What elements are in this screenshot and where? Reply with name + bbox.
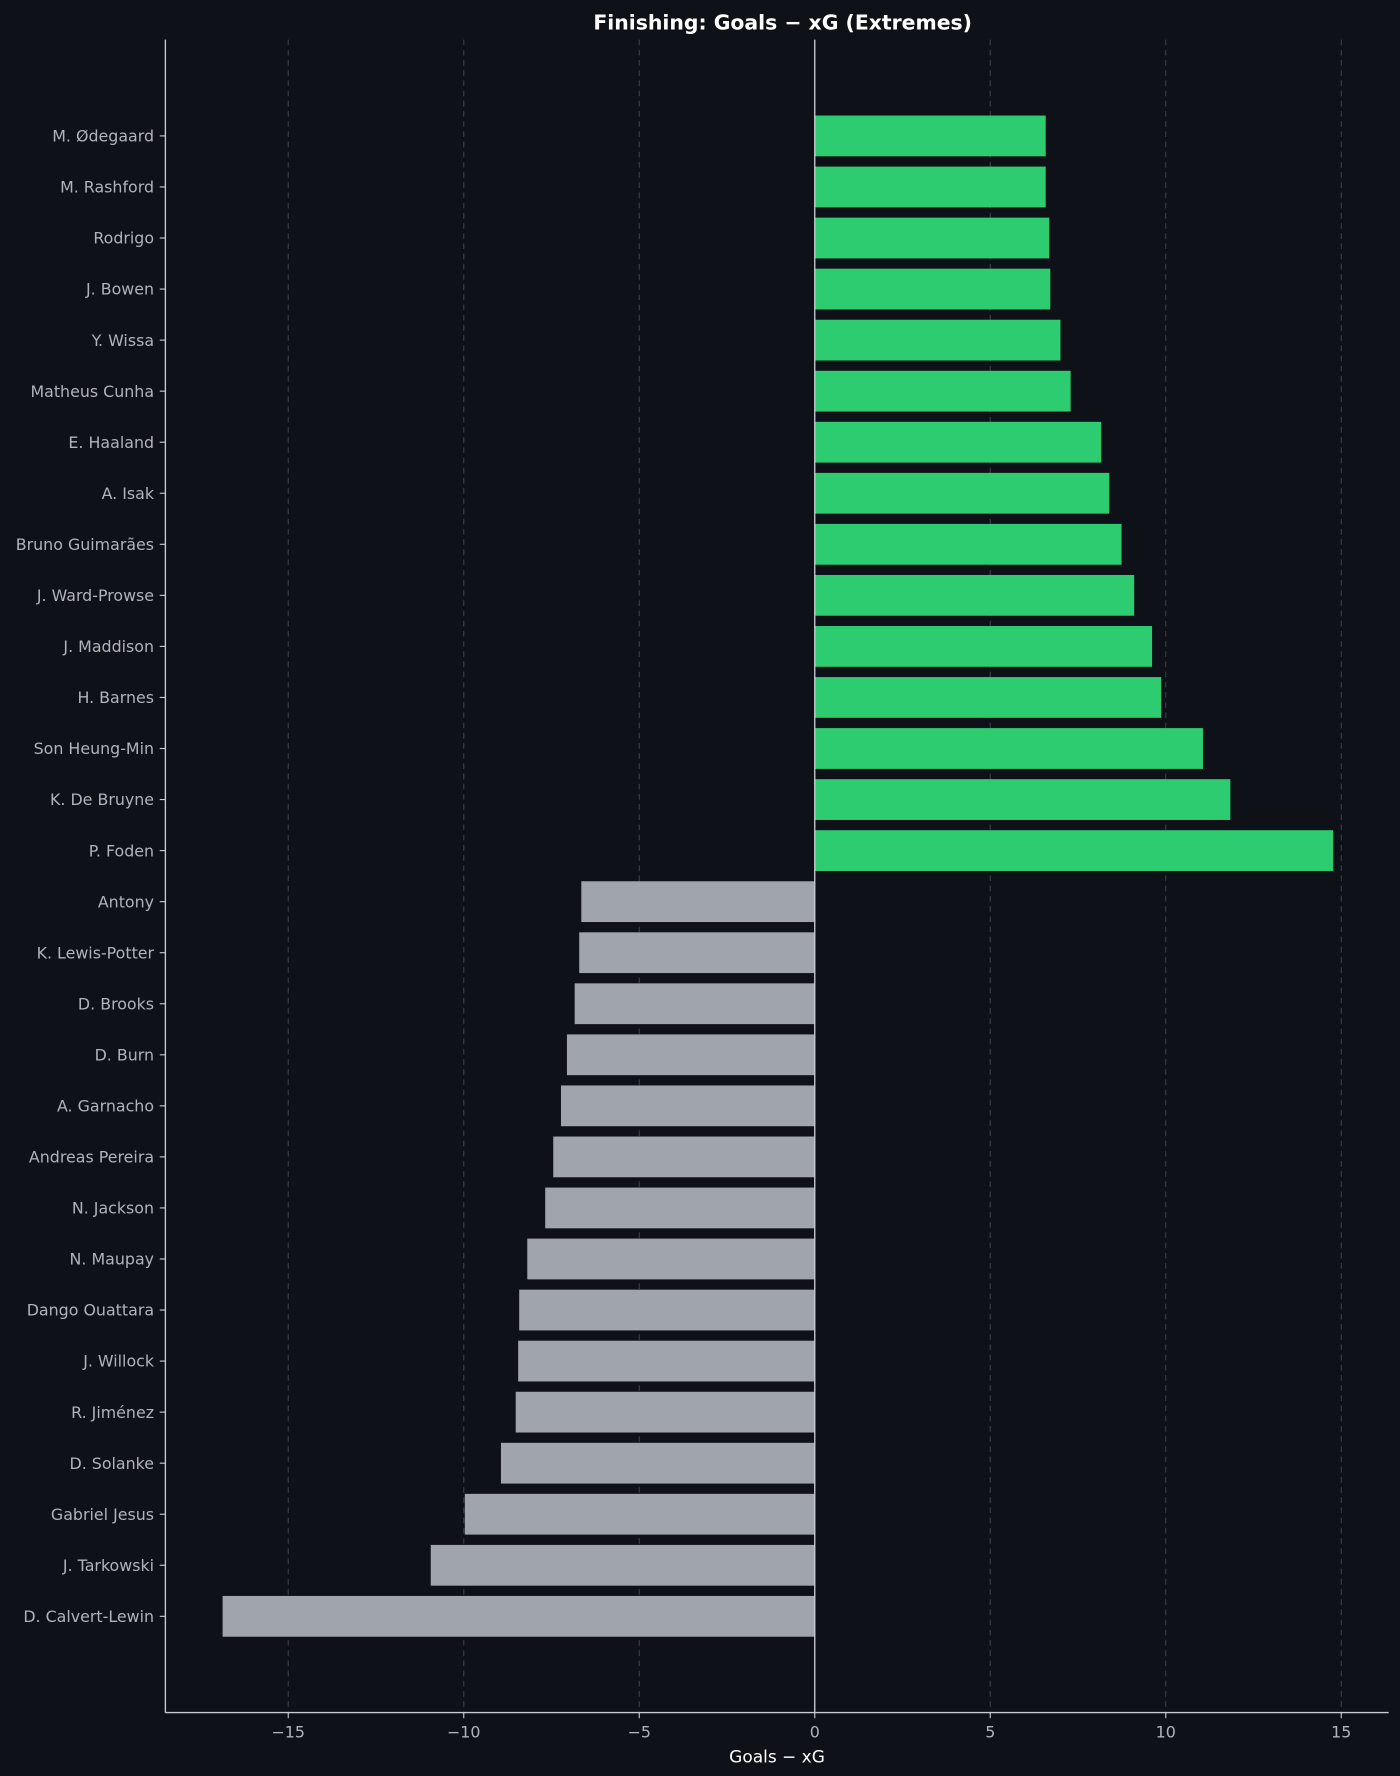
bar bbox=[814, 319, 1061, 361]
grid bbox=[287, 39, 1342, 1713]
bar bbox=[814, 268, 1051, 310]
x-tick-label: 15 bbox=[1331, 1722, 1351, 1741]
y-tick-label: P. Foden bbox=[89, 841, 154, 860]
y-tick-label: J. Willock bbox=[82, 1352, 155, 1371]
y-tick-label: A. Garnacho bbox=[57, 1097, 154, 1116]
y-tick-label: M. Rashford bbox=[60, 178, 154, 197]
y-tick-label: Antony bbox=[98, 892, 154, 911]
bar bbox=[464, 1493, 815, 1535]
bar bbox=[574, 983, 815, 1025]
y-tick-label: Bruno Guimarães bbox=[16, 535, 154, 554]
bar bbox=[814, 115, 1046, 157]
y-tick-label: N. Jackson bbox=[72, 1199, 154, 1218]
bar bbox=[814, 626, 1153, 667]
bar bbox=[430, 1544, 815, 1586]
y-tick-label: M. Ødegaard bbox=[52, 127, 154, 146]
y-tick-label: D. Burn bbox=[95, 1045, 154, 1064]
y-tick-label: J. Bowen bbox=[85, 280, 154, 299]
bar bbox=[545, 1187, 815, 1229]
y-tick-label: Gabriel Jesus bbox=[51, 1505, 154, 1524]
bar bbox=[814, 166, 1046, 208]
x-tick-label: −15 bbox=[272, 1722, 305, 1741]
bar bbox=[581, 881, 815, 923]
y-tick-labels: M. Ødegaard M. Rashford Rodrigo J. Bowen Y. … bbox=[16, 127, 166, 1626]
bar bbox=[515, 1391, 815, 1433]
bar bbox=[553, 1136, 815, 1178]
bar bbox=[814, 421, 1102, 463]
bar bbox=[814, 677, 1162, 718]
bar bbox=[518, 1340, 815, 1382]
y-tick-label: K. Lewis-Potter bbox=[37, 943, 155, 962]
bar bbox=[814, 370, 1071, 412]
bars bbox=[222, 115, 1334, 1637]
x-tick-label: 5 bbox=[985, 1722, 995, 1741]
y-tick-label: Son Heung-Min bbox=[34, 739, 154, 758]
y-tick-label: Rodrigo bbox=[93, 229, 154, 248]
y-tick-label: R. Jiménez bbox=[71, 1403, 154, 1422]
bar bbox=[814, 830, 1334, 871]
x-tick-labels: −15 −10 −5 0 5 10 15 bbox=[272, 1712, 1351, 1741]
y-tick-label: A. Isak bbox=[102, 484, 155, 503]
bar bbox=[566, 1034, 815, 1076]
bar bbox=[814, 779, 1231, 820]
y-tick-label: D. Calvert-Lewin bbox=[23, 1607, 154, 1626]
bar bbox=[814, 523, 1122, 565]
y-tick-label: K. De Bruyne bbox=[50, 790, 154, 809]
bar bbox=[814, 728, 1203, 769]
y-tick-label: D. Brooks bbox=[78, 994, 154, 1013]
y-tick-label: J. Ward-Prowse bbox=[36, 586, 154, 605]
y-tick-label: Andreas Pereira bbox=[29, 1148, 154, 1167]
bar bbox=[814, 472, 1110, 514]
y-tick-label: Y. Wissa bbox=[91, 331, 154, 350]
x-tick-label: −10 bbox=[447, 1722, 480, 1741]
bar bbox=[560, 1085, 815, 1127]
bar bbox=[519, 1289, 815, 1331]
x-axis-label: Goals − xG bbox=[729, 1747, 825, 1767]
y-tick-label: D. Solanke bbox=[70, 1454, 155, 1473]
y-tick-label: N. Maupay bbox=[70, 1250, 155, 1269]
bar bbox=[814, 574, 1135, 616]
chart-title: Finishing: Goals − xG (Extremes) bbox=[593, 10, 972, 34]
bar bbox=[579, 932, 815, 974]
bar bbox=[500, 1442, 815, 1484]
y-tick-label: J. Maddison bbox=[62, 637, 154, 656]
bar bbox=[814, 217, 1050, 259]
y-tick-label: H. Barnes bbox=[77, 688, 154, 707]
axes bbox=[164, 39, 1389, 1714]
bar bbox=[527, 1238, 815, 1280]
y-tick-label: E. Haaland bbox=[68, 433, 154, 452]
y-tick-label: Dango Ouattara bbox=[27, 1301, 154, 1320]
bar bbox=[222, 1595, 815, 1637]
y-tick-label: J. Tarkowski bbox=[62, 1556, 154, 1575]
x-tick-label: −5 bbox=[628, 1722, 651, 1741]
x-tick-label: 10 bbox=[1156, 1722, 1176, 1741]
y-tick-label: Matheus Cunha bbox=[30, 382, 154, 401]
x-tick-label: 0 bbox=[810, 1722, 820, 1741]
